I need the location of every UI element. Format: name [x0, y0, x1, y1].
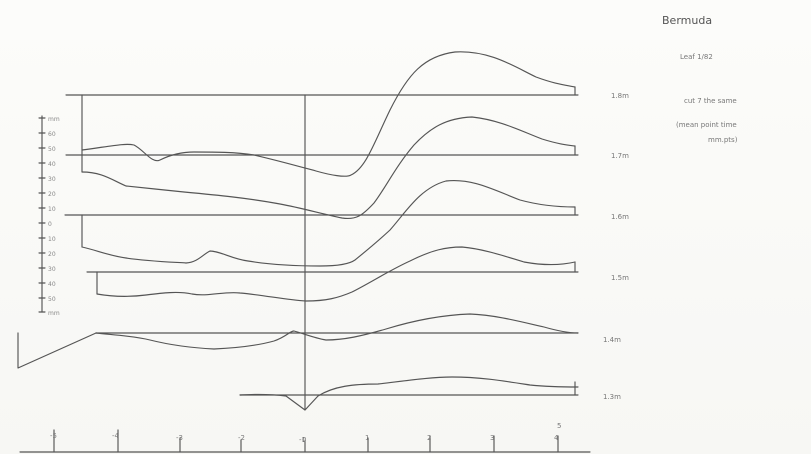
scale-label: 60: [48, 131, 56, 138]
x-tick-label: -3: [176, 434, 183, 442]
trace-label-4: 1.5m: [611, 274, 629, 282]
annotation-line-4: mm.pts): [708, 136, 738, 144]
x-tick-label: 5: [557, 422, 561, 430]
trace-label-3: 1.6m: [611, 213, 629, 221]
x-tick-label: -5: [50, 432, 57, 440]
x-tick-label: -2: [238, 434, 245, 442]
profile-2: [82, 117, 575, 218]
x-tick-label: 2: [427, 434, 431, 442]
scale-label: mm: [48, 310, 60, 317]
profile-1: [82, 52, 575, 176]
left-stem-4: [18, 333, 96, 368]
trace-label-6: 1.3m: [603, 393, 621, 401]
trace-label-2: 1.7m: [611, 152, 629, 160]
profile-4: [97, 247, 575, 301]
scale-label: mm: [48, 116, 60, 123]
scale-label: 0: [48, 221, 52, 228]
profile-6: [240, 377, 578, 410]
scale-label: 50: [48, 296, 56, 303]
scale-label: 40: [48, 161, 56, 168]
x-tick-label: 0: [302, 436, 306, 444]
title: Bermuda: [662, 14, 712, 27]
annotation-line-2: cut 7 the same: [684, 97, 737, 105]
scale-label: 20: [48, 191, 56, 198]
scale-label: 40: [48, 281, 56, 288]
scale-label: 20: [48, 251, 56, 258]
x-tick-label: 4: [554, 434, 559, 442]
x-tick-label: 3: [490, 434, 494, 442]
scale-label: 10: [48, 236, 56, 243]
x-tick-label: -4: [112, 432, 120, 440]
trace-label-1: 1.8m: [611, 92, 629, 100]
scale-label: 10: [48, 206, 56, 213]
profile-5: [96, 314, 578, 349]
x-tick-label: 1: [365, 434, 369, 442]
scale-label: 30: [48, 176, 56, 183]
annotation-line-3: (mean point time: [676, 121, 737, 129]
trace-label-5: 1.4m: [603, 336, 621, 344]
scale-label: 30: [48, 266, 56, 273]
annotation-line-1: Leaf 1/82: [680, 53, 713, 61]
profile-3: [82, 181, 575, 266]
scale-label: 50: [48, 146, 56, 153]
